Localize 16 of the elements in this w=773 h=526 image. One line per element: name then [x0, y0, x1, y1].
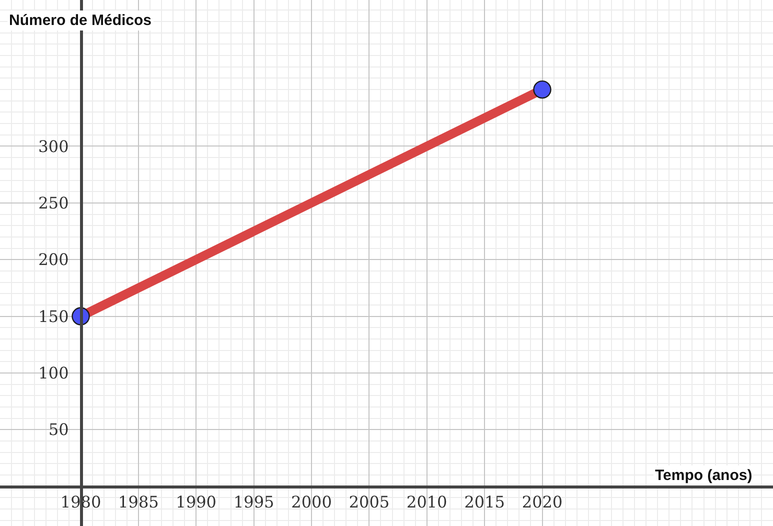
- x-tick-label: 1990: [176, 492, 216, 512]
- x-tick-label: 2010: [406, 492, 448, 512]
- y-tick-label: 150: [38, 306, 69, 326]
- x-tick-label: 2005: [348, 492, 390, 512]
- x-tick-label: 1995: [233, 492, 274, 512]
- y-tick-label: 200: [38, 250, 69, 270]
- x-tick-label: 1985: [118, 492, 159, 512]
- y-tick-label: 250: [38, 194, 69, 213]
- x-axis-title: Tempo (anos): [655, 467, 752, 484]
- x-tick-label: 2015: [464, 492, 505, 512]
- y-tick-label: 100: [38, 364, 69, 383]
- y-axis-title: Número de Médicos: [9, 12, 152, 29]
- y-tick-label: 300: [38, 136, 69, 156]
- y-tick-label: 50: [48, 420, 69, 440]
- x-tick-label: 2000: [291, 492, 332, 512]
- x-tick-label: 2020: [522, 492, 563, 512]
